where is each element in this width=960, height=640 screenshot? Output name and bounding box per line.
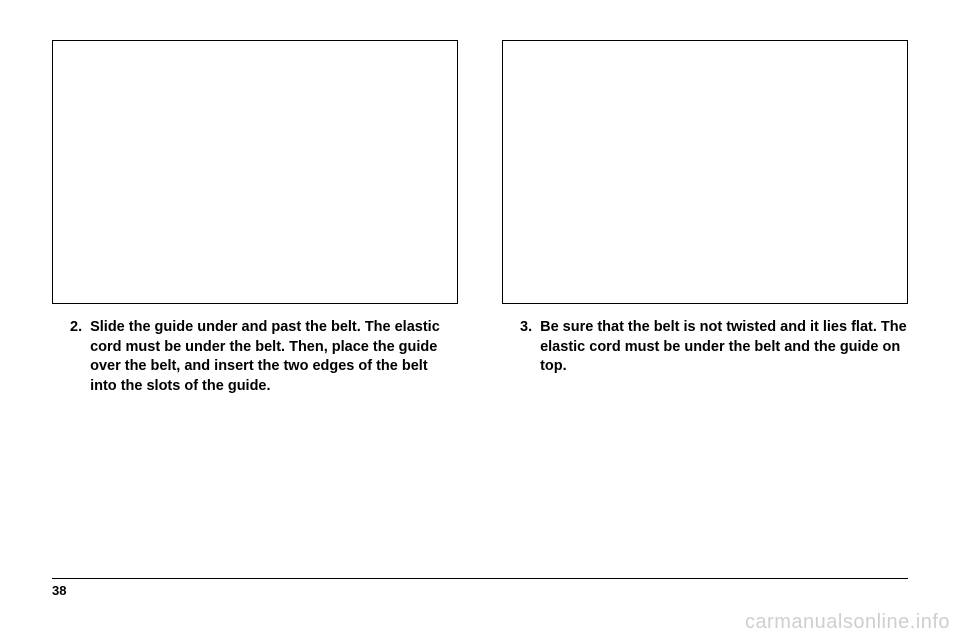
instruction-step: 3. Be sure that the belt is not twisted …	[502, 318, 908, 377]
watermark-text: carmanualsonline.info	[745, 611, 950, 634]
page-footer: 38	[0, 578, 960, 598]
step-number: 3.	[520, 318, 540, 377]
figure-placeholder-left	[52, 40, 458, 304]
figure-placeholder-right	[502, 40, 908, 304]
step-number: 2.	[70, 318, 90, 396]
right-column: 3. Be sure that the belt is not twisted …	[502, 40, 908, 396]
page-number: 38	[52, 583, 908, 598]
footer-rule	[52, 578, 908, 579]
step-text: Slide the guide under and past the belt.…	[90, 318, 458, 396]
two-column-layout: 2. Slide the guide under and past the be…	[52, 40, 908, 396]
left-column: 2. Slide the guide under and past the be…	[52, 40, 458, 396]
instruction-step: 2. Slide the guide under and past the be…	[52, 318, 458, 396]
step-text: Be sure that the belt is not twisted and…	[540, 318, 908, 377]
manual-page: 2. Slide the guide under and past the be…	[0, 0, 960, 640]
